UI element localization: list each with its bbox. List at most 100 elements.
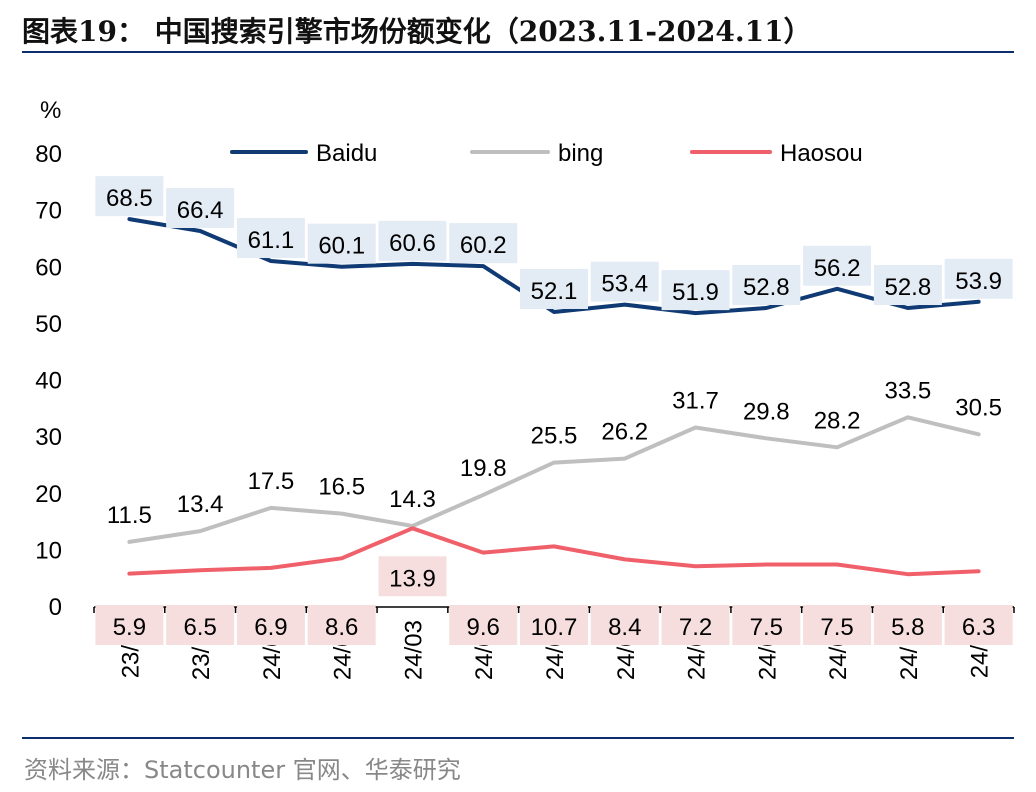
data-label-background bbox=[732, 605, 801, 645]
data-label-background bbox=[520, 268, 588, 309]
data-label-baidu: 61.1 bbox=[236, 218, 305, 259]
data-label-text: 53.4 bbox=[601, 271, 648, 298]
data-label-background bbox=[944, 605, 1013, 645]
legend-label-bing: bing bbox=[558, 140, 603, 167]
data-label-text: 13.4 bbox=[177, 491, 224, 518]
data-label-bing: 31.7 bbox=[672, 387, 719, 414]
data-label-haosou: 13.9 bbox=[378, 556, 447, 597]
legend-label-baidu: Baidu bbox=[316, 140, 377, 167]
data-label-background bbox=[873, 265, 942, 306]
y-tick-label: 80 bbox=[35, 141, 62, 168]
data-label-haosou: 8.4 bbox=[590, 605, 659, 645]
title-divider bbox=[22, 51, 1014, 53]
data-label-text: 25.5 bbox=[531, 423, 578, 450]
data-label-text: 10.7 bbox=[531, 614, 578, 641]
data-label-text: 30.5 bbox=[955, 394, 1002, 421]
data-label-background bbox=[661, 270, 730, 311]
footer-divider bbox=[22, 737, 1014, 739]
data-label-background bbox=[590, 605, 659, 645]
data-label-bing: 25.5 bbox=[531, 423, 578, 450]
data-label-background bbox=[236, 605, 305, 645]
data-label-background bbox=[95, 605, 164, 645]
data-label-text: 11.5 bbox=[107, 502, 152, 529]
data-label-text: 33.5 bbox=[884, 377, 931, 404]
data-label-text: 8.4 bbox=[608, 614, 641, 641]
data-label-background bbox=[873, 605, 942, 645]
data-label-background bbox=[803, 245, 872, 286]
data-label-baidu: 56.2 bbox=[803, 245, 872, 286]
data-label-text: 31.7 bbox=[672, 387, 719, 414]
legend: Baidu bing Haosou bbox=[230, 140, 863, 167]
data-label-bing: 13.4 bbox=[177, 491, 224, 518]
data-label-background bbox=[803, 605, 872, 645]
figure-title: 图表19： 中国搜索引擎市场份额变化（2023.11-2024.11） bbox=[22, 15, 812, 48]
data-label-haosou: 10.7 bbox=[520, 605, 588, 645]
data-label-text: 52.1 bbox=[531, 278, 578, 305]
data-label-bing: 16.5 bbox=[318, 474, 365, 501]
data-label-text: 26.2 bbox=[601, 419, 648, 446]
data-label-haosou: 6.3 bbox=[944, 605, 1013, 645]
data-label-background bbox=[590, 261, 659, 302]
y-tick-label: 70 bbox=[35, 198, 62, 225]
data-label-background bbox=[166, 188, 235, 229]
data-label-haosou: 9.6 bbox=[449, 605, 518, 645]
data-label-text: 14.3 bbox=[389, 486, 436, 513]
data-label-haosou: 7.5 bbox=[803, 605, 872, 645]
y-tick-label: 20 bbox=[35, 481, 62, 508]
data-label-background bbox=[520, 605, 588, 645]
data-label-text: 6.9 bbox=[254, 614, 287, 641]
data-label-text: 5.8 bbox=[891, 614, 924, 641]
data-label-bing: 17.5 bbox=[248, 468, 295, 495]
data-label-bing: 29.8 bbox=[743, 398, 790, 425]
series-line-bing bbox=[127, 415, 981, 544]
data-label-haosou: 5.8 bbox=[873, 605, 942, 645]
series-line-haosou bbox=[127, 526, 981, 577]
legend-item-haosou: Haosou bbox=[690, 140, 863, 167]
data-label-text: 52.8 bbox=[884, 274, 931, 301]
data-label-text: 17.5 bbox=[248, 468, 295, 495]
data-label-text: 13.9 bbox=[389, 565, 436, 592]
data-label-bing: 33.5 bbox=[884, 377, 931, 404]
data-label-baidu: 53.4 bbox=[590, 261, 659, 302]
data-label-text: 61.1 bbox=[248, 227, 295, 254]
data-label-text: 29.8 bbox=[743, 398, 790, 425]
data-label-baidu: 60.2 bbox=[449, 223, 518, 264]
data-label-bing: 28.2 bbox=[814, 407, 861, 434]
data-label-bing: 14.3 bbox=[389, 486, 436, 513]
data-label-text: 7.2 bbox=[679, 614, 712, 641]
data-label-baidu: 52.8 bbox=[873, 265, 942, 306]
data-label-text: 8.6 bbox=[325, 614, 358, 641]
data-label-text: 60.2 bbox=[460, 232, 507, 259]
legend-label-haosou: Haosou bbox=[780, 140, 863, 167]
data-label-bing: 30.5 bbox=[955, 394, 1002, 421]
data-label-text: 51.9 bbox=[672, 279, 719, 306]
data-label-text: 9.6 bbox=[467, 614, 500, 641]
data-label-background bbox=[95, 176, 164, 217]
data-label-haosou: 8.6 bbox=[307, 605, 376, 645]
data-labels: 68.5 66.4 61.1 60.1 60.6 60.2 52.1 53.4 51.9 52.8… bbox=[95, 176, 1013, 645]
data-label-bing: 11.5 bbox=[107, 502, 152, 529]
data-label-text: 60.6 bbox=[389, 230, 436, 257]
data-label-background bbox=[944, 258, 1013, 299]
y-tick-label: 40 bbox=[35, 368, 62, 395]
y-tick-label: 60 bbox=[35, 254, 62, 281]
data-label-text: 28.2 bbox=[814, 407, 861, 434]
series-line-baidu bbox=[127, 217, 981, 316]
data-label-background bbox=[732, 265, 801, 306]
data-label-text: 16.5 bbox=[318, 474, 365, 501]
data-label-background bbox=[378, 220, 447, 261]
y-tick-label: 10 bbox=[35, 537, 62, 564]
data-label-haosou: 6.9 bbox=[236, 605, 305, 645]
data-label-text: 53.9 bbox=[955, 268, 1002, 295]
data-label-background bbox=[307, 605, 376, 645]
data-label-background bbox=[449, 223, 518, 264]
data-label-haosou: 7.5 bbox=[732, 605, 801, 645]
data-label-text: 66.4 bbox=[177, 197, 224, 224]
data-label-background bbox=[307, 223, 376, 264]
y-tick-label: 50 bbox=[35, 311, 62, 338]
data-label-background bbox=[236, 218, 305, 259]
data-label-baidu: 68.5 bbox=[95, 176, 164, 217]
data-label-background bbox=[378, 556, 447, 597]
data-label-text: 7.5 bbox=[750, 614, 783, 641]
